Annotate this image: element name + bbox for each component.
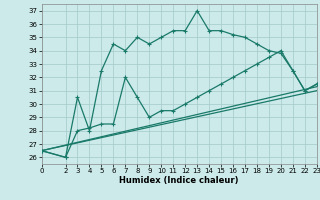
X-axis label: Humidex (Indice chaleur): Humidex (Indice chaleur) [119,176,239,185]
